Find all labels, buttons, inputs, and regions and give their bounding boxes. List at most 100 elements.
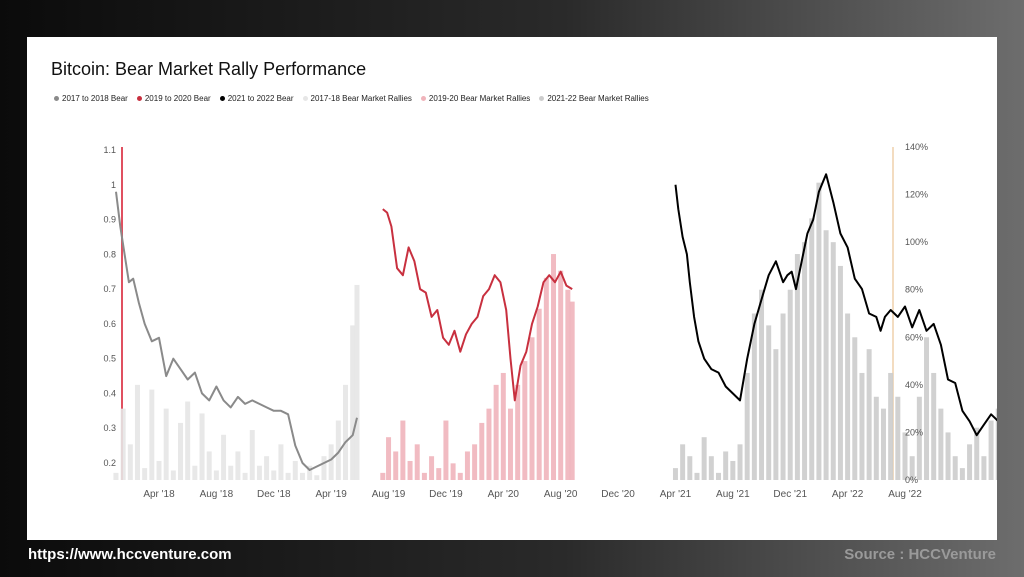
y-left-tick-label: 0.4: [103, 388, 116, 398]
legend-swatch: [539, 96, 545, 101]
rally-bar-0-22: [271, 470, 277, 480]
rally-bar-2-32: [902, 432, 908, 480]
rally-bar-1-15: [486, 408, 492, 480]
rally-bar-1-20: [522, 361, 528, 480]
rally-bar-2-20: [816, 182, 822, 480]
rally-bar-2-9: [737, 444, 743, 480]
legend-swatch: [54, 96, 59, 101]
legend-item[interactable]: 2019-20 Bear Market Rallies: [420, 94, 530, 103]
website-url[interactable]: https://www.hccventure.com: [28, 546, 232, 563]
y-left-tick-label: 0.6: [103, 319, 116, 329]
rally-bar-0-20: [256, 465, 262, 480]
rally-bar-1-11: [457, 472, 463, 480]
rally-bar-0-33: [350, 325, 356, 480]
rally-bar-2-24: [845, 313, 851, 480]
legend-item[interactable]: 2019 to 2020 Bear: [136, 94, 211, 103]
rally-bar-1-8: [436, 468, 442, 480]
rally-bar-2-23: [837, 265, 843, 480]
rally-bar-0-11: [192, 465, 198, 480]
rally-bar-2-25: [852, 337, 858, 480]
x-tick-label: Apr '18: [143, 489, 175, 500]
y-left-tick-label: 1.1: [103, 145, 116, 155]
chart-card: Bitcoin: Bear Market Rally Performance 2…: [27, 37, 997, 540]
rally-bar-2-15: [780, 313, 786, 480]
rally-bar-0-31: [335, 420, 341, 480]
rally-bar-1-14: [479, 422, 485, 480]
legend-item[interactable]: 2021-22 Bear Market Rallies: [539, 94, 649, 103]
x-tick-label: Aug '21: [716, 489, 750, 500]
rally-bar-2-8: [730, 460, 736, 480]
x-tick-label: Aug '20: [544, 489, 578, 500]
rally-bar-0-26: [299, 472, 305, 480]
rally-bar-0-4: [142, 468, 148, 480]
rally-bar-2-27: [866, 349, 872, 480]
rally-bar-0-13: [206, 451, 212, 480]
rally-bar-1-10: [450, 463, 456, 480]
x-tick-label: Dec '20: [601, 489, 635, 500]
rally-bar-0-23: [278, 444, 284, 480]
rally-bar-0-34: [354, 284, 360, 480]
rally-bar-2-5: [708, 456, 714, 480]
rally-bar-1-23: [543, 277, 549, 480]
x-tick-label: Apr '19: [315, 489, 347, 500]
rally-bar-1-21: [529, 337, 535, 480]
rally-bar-0-29: [321, 456, 327, 480]
rally-bar-1-6: [421, 472, 427, 480]
legend-swatch: [136, 96, 142, 101]
rally-bar-2-7: [723, 451, 729, 480]
rally-bar-0-27: [307, 465, 313, 480]
rally-bar-2-40: [959, 468, 965, 480]
rally-bar-1-5: [414, 444, 420, 480]
legend-label: 2021 to 2022 Bear: [227, 94, 294, 103]
x-tick-label: Apr '22: [832, 489, 864, 500]
y-right-tick-label: 0%: [905, 475, 918, 485]
rally-bar-2-14: [773, 349, 779, 480]
legend-item[interactable]: 2021 to 2022 Bear: [219, 94, 294, 103]
rally-bar-1-27: [569, 301, 575, 480]
rally-bar-1-25: [558, 270, 564, 480]
rally-bar-2-11: [751, 313, 757, 480]
rally-bar-1-17: [500, 372, 506, 480]
rally-bar-1-19: [515, 384, 521, 480]
rally-bar-2-19: [809, 218, 815, 480]
y-right-tick-label: 140%: [905, 142, 928, 152]
rally-bar-0-19: [249, 430, 255, 480]
x-tick-label: Aug '22: [888, 489, 922, 500]
rally-bar-2-3: [694, 472, 700, 480]
y-right-tick-label: 80%: [905, 285, 923, 295]
rally-bar-2-1: [680, 444, 686, 480]
rally-bar-0-8: [170, 470, 176, 480]
rally-bar-2-37: [938, 408, 944, 480]
y-right-tick-label: 20%: [905, 427, 923, 437]
rally-bar-1-18: [507, 408, 513, 480]
rally-bar-2-42: [974, 427, 980, 480]
rally-bar-1-0: [380, 472, 386, 480]
legend-label: 2019 to 2020 Bear: [144, 94, 211, 103]
rally-bar-0-24: [285, 472, 291, 480]
legend-item[interactable]: 2017-18 Bear Market Rallies: [302, 94, 412, 103]
legend-item[interactable]: 2017 to 2018 Bear: [54, 94, 128, 103]
rally-bar-2-26: [859, 372, 865, 480]
rally-bar-2-44: [988, 420, 994, 480]
rally-bar-2-30: [888, 372, 894, 480]
rally-bar-2-18: [802, 242, 808, 480]
rally-bar-0-16: [228, 465, 234, 480]
rally-bar-1-9: [443, 420, 449, 480]
rally-bar-2-36: [931, 372, 937, 480]
chart-svg: 0.2 0.3 0.4 0.5 0.6 0.7 0.8 0.9 1 1.1 0% 20% 40% 60% 8…: [103, 142, 997, 500]
rally-bar-2-2: [687, 456, 693, 480]
rally-bar-2-33: [909, 456, 915, 480]
y-left-tick-label: 0.5: [103, 354, 116, 364]
y-right-tick-label: 100%: [905, 237, 928, 247]
chart-title: Bitcoin: Bear Market Rally Performance: [51, 59, 367, 79]
rally-bar-0-9: [178, 422, 184, 480]
rally-bar-0-14: [213, 470, 219, 480]
rally-bar-2-39: [952, 456, 958, 480]
rally-bar-0-21: [264, 456, 270, 480]
x-tick-label: Dec '19: [429, 489, 463, 500]
series-line-2021-to-2022-bear: [674, 173, 997, 437]
legend-label: 2017-18 Bear Market Rallies: [310, 94, 412, 103]
y-right-tick-label: 120%: [905, 190, 928, 200]
rally-bar-2-16: [787, 289, 793, 480]
rally-bar-2-17: [794, 254, 800, 480]
